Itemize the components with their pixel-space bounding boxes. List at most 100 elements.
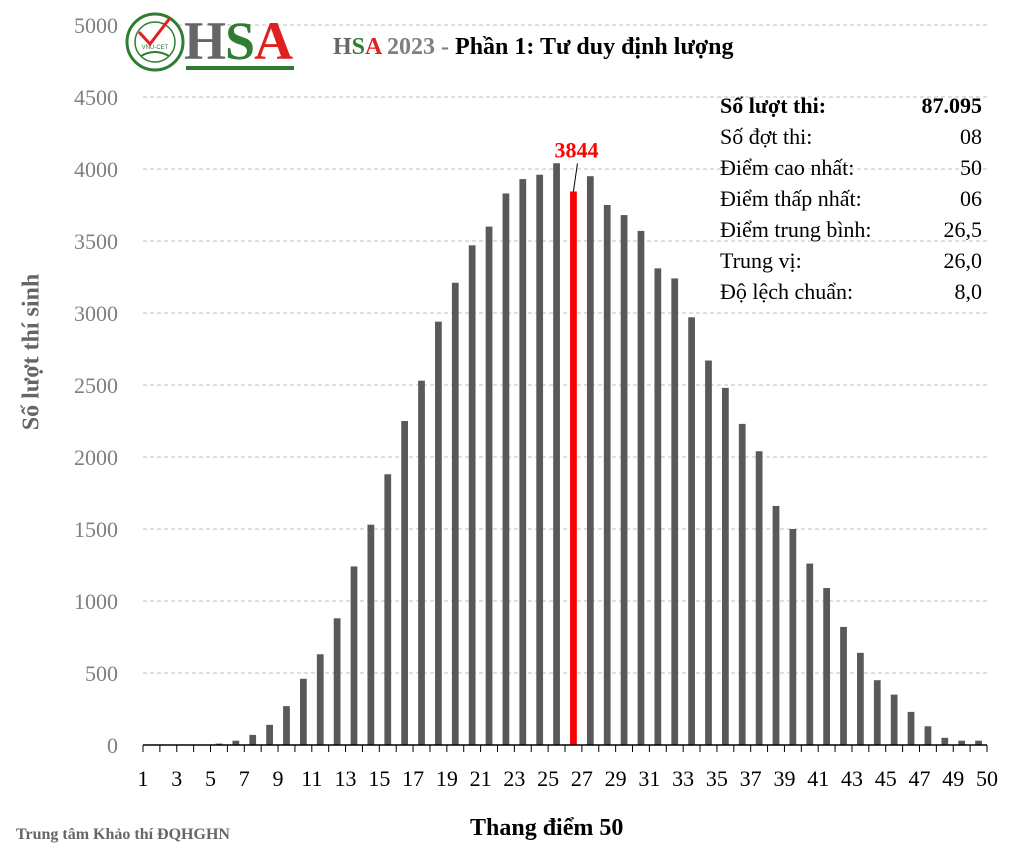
bar bbox=[451, 282, 459, 745]
y-tick-label: 500 bbox=[85, 661, 118, 686]
stat-value: 08 bbox=[960, 124, 982, 149]
bar bbox=[435, 321, 442, 745]
y-tick-label: 0 bbox=[107, 733, 118, 758]
bar bbox=[941, 737, 949, 745]
logo-inner-ring bbox=[134, 21, 176, 63]
x-tick-label: 27 bbox=[571, 766, 593, 791]
x-tick-label: 29 bbox=[605, 766, 627, 791]
x-tick-label: 43 bbox=[841, 766, 863, 791]
x-tick-label: 1 bbox=[138, 766, 149, 791]
x-tick-label: 39 bbox=[773, 766, 795, 791]
stat-row: Điểm cao nhất: 50 bbox=[720, 152, 982, 183]
bar bbox=[637, 230, 645, 746]
bar bbox=[299, 678, 307, 745]
y-tick-label: 4500 bbox=[74, 85, 118, 110]
stat-value: 87.095 bbox=[921, 93, 983, 118]
x-tick-label: 17 bbox=[402, 766, 424, 791]
y-tick-label: 1000 bbox=[74, 589, 118, 614]
bar bbox=[806, 563, 814, 745]
title-main: Phần 1: Tư duy định lượng bbox=[455, 34, 734, 60]
stat-row: Điểm thấp nhất: 06 bbox=[720, 183, 982, 214]
logo-book bbox=[140, 51, 170, 57]
x-axis-label: Thang điểm 50 bbox=[470, 815, 624, 841]
logo-letter-h: H bbox=[184, 11, 226, 71]
x-tick-label: 35 bbox=[706, 766, 728, 791]
bar bbox=[620, 215, 628, 745]
title-h: H bbox=[333, 34, 352, 60]
bar bbox=[671, 278, 679, 745]
y-tick-label: 3000 bbox=[74, 301, 118, 326]
title-a: A bbox=[365, 34, 382, 60]
bars bbox=[215, 163, 982, 746]
stat-label: Điểm trung bình: bbox=[720, 217, 872, 242]
y-tick-label: 5000 bbox=[74, 13, 118, 38]
y-tick-label: 4000 bbox=[74, 157, 118, 182]
x-tick-label: 15 bbox=[368, 766, 390, 791]
y-tick-label: 2000 bbox=[74, 445, 118, 470]
y-tick-label: 1500 bbox=[74, 517, 118, 542]
bar bbox=[755, 451, 763, 745]
bar bbox=[823, 588, 831, 745]
x-tick-label: 13 bbox=[335, 766, 357, 791]
title-year: 2023 - bbox=[381, 34, 456, 60]
bar bbox=[401, 421, 409, 745]
bar bbox=[468, 245, 476, 745]
bar bbox=[654, 268, 662, 745]
y-tick-label: 2500 bbox=[74, 373, 118, 398]
bar bbox=[553, 163, 560, 746]
hsa-logo-emblem: VNU-CET bbox=[125, 12, 185, 72]
bar bbox=[772, 505, 780, 745]
bar bbox=[873, 680, 881, 745]
bar-highlight bbox=[570, 191, 577, 746]
x-tick-label: 50 bbox=[976, 766, 998, 791]
bar bbox=[586, 176, 594, 745]
bar bbox=[840, 626, 847, 745]
stat-row: Số đợt thi: 08 bbox=[720, 121, 982, 152]
logo-emblem-text: VNU-CET bbox=[142, 45, 169, 51]
stat-label: Số lượt thi: bbox=[720, 93, 827, 118]
bar bbox=[688, 317, 695, 745]
logo-letter-a: A bbox=[254, 11, 293, 71]
chart-title: HSA 2023 - Phần 1: Tư duy định lượng bbox=[333, 34, 733, 61]
bar bbox=[924, 726, 932, 745]
x-tick-label: 33 bbox=[672, 766, 694, 791]
x-tick-label: 49 bbox=[942, 766, 964, 791]
bar bbox=[316, 654, 324, 745]
x-tick-label: 37 bbox=[740, 766, 762, 791]
x-tick-label: 21 bbox=[470, 766, 492, 791]
logo-underline bbox=[186, 66, 294, 70]
y-tick-label: 3500 bbox=[74, 229, 118, 254]
x-tick-label: 5 bbox=[205, 766, 216, 791]
gridlines bbox=[143, 24, 987, 674]
highlight-leader-line bbox=[572, 163, 578, 192]
stat-label: Trung vị: bbox=[720, 248, 802, 273]
bar bbox=[249, 734, 257, 745]
bar bbox=[266, 724, 273, 745]
x-tick-label: 19 bbox=[436, 766, 458, 791]
y-axis-ticks: 0 500 1000 1500 2000 2500 3000 3500 4000 4500 5000 bbox=[74, 13, 118, 758]
bar bbox=[857, 652, 864, 745]
stat-value: 26,0 bbox=[943, 248, 983, 273]
x-tick-label: 11 bbox=[301, 766, 322, 791]
bar bbox=[519, 179, 527, 745]
stat-row: Trung vị: 26,0 bbox=[720, 245, 982, 276]
stat-label: Số đợt thi: bbox=[720, 124, 813, 149]
stat-label: Điểm cao nhất: bbox=[720, 155, 855, 180]
stat-label: Điểm thấp nhất: bbox=[720, 186, 862, 211]
x-tick-label: 31 bbox=[638, 766, 660, 791]
bar bbox=[418, 380, 425, 745]
bar bbox=[384, 474, 392, 745]
stat-value: 8,0 bbox=[954, 279, 983, 304]
bar bbox=[958, 740, 966, 745]
bar bbox=[975, 740, 982, 745]
footer-source: Trung tâm Khảo thí ĐQHGHN bbox=[16, 826, 230, 843]
bar bbox=[485, 226, 493, 746]
bar bbox=[350, 566, 358, 745]
title-s: S bbox=[351, 34, 366, 60]
bar bbox=[721, 387, 729, 745]
x-tick-label: 47 bbox=[908, 766, 930, 791]
bar bbox=[333, 618, 341, 745]
bar bbox=[367, 524, 375, 745]
logo-letter-s: S bbox=[225, 11, 255, 71]
